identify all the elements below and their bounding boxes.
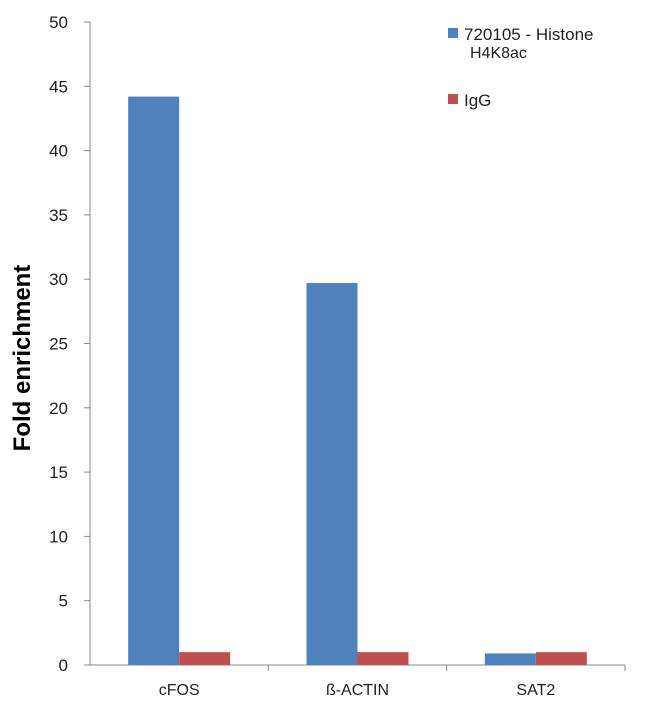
legend-swatch: [448, 28, 458, 38]
bar: [306, 283, 358, 665]
y-tick-label: 50: [49, 13, 68, 32]
bar: [535, 652, 587, 665]
y-axis-label: Fold enrichment: [9, 265, 36, 452]
y-tick-label: 40: [49, 142, 68, 161]
y-tick-label: 45: [49, 77, 68, 96]
legend-label: IgG: [464, 91, 491, 110]
y-tick-label: 35: [49, 206, 68, 225]
x-tick-label: ß-ACTIN: [326, 682, 389, 699]
y-tick-label: 0: [59, 656, 68, 675]
bar: [128, 96, 180, 665]
bar: [179, 652, 231, 665]
y-axis: 0 5 10 15 20 25 30 35 40 45 50: [49, 13, 91, 675]
legend-swatch: [448, 94, 458, 104]
y-tick-label: 10: [49, 527, 68, 546]
y-tick-label: 30: [49, 270, 68, 289]
x-tick-label: cFOS: [159, 682, 200, 699]
y-tick-label: 15: [49, 463, 68, 482]
bar: [484, 653, 536, 665]
legend-label: 720105 - Histone: [464, 25, 593, 44]
y-tick-label: 5: [59, 592, 68, 611]
x-tick-label: SAT2: [516, 682, 555, 699]
y-tick-label: 25: [49, 335, 68, 354]
bar: [357, 652, 409, 665]
legend-label-line2: H4K8ac: [470, 45, 527, 62]
x-axis: cFOS ß-ACTIN SAT2: [90, 664, 626, 699]
bars: [128, 96, 587, 665]
y-tick-label: 20: [49, 399, 68, 418]
